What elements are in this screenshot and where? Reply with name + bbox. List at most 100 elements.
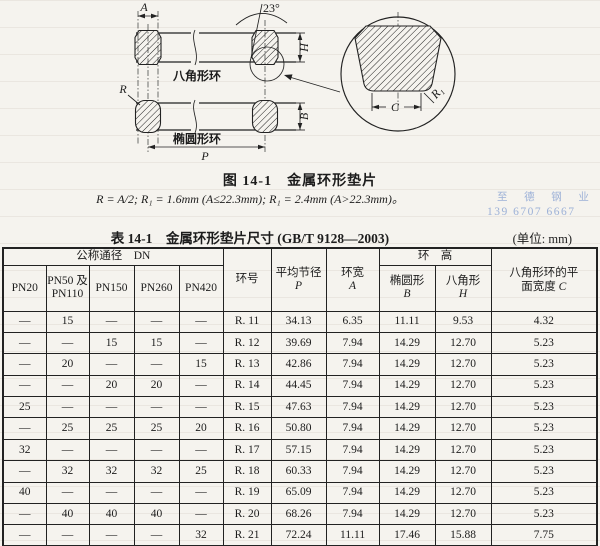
table-cell: —: [2, 524, 47, 546]
gasket-size-table: 公称通径 DN 环号 平均节径 P 环宽 A 环 高 八角形环的平面宽度 C: [2, 247, 599, 546]
table-cell: —: [88, 481, 135, 505]
table-cell: 20: [45, 353, 90, 376]
figure-formula: R = A/2; R₁ = 1.6mm (A≤22.3mm); R₁ = 2.4…: [96, 192, 404, 206]
table-cell: —: [178, 331, 224, 355]
label-octagonal-ring: 八角形环: [172, 68, 221, 83]
table-cell: 7.94: [325, 460, 380, 483]
table-cell: 5.23: [490, 331, 598, 355]
table-cell: 5.23: [490, 503, 598, 526]
table-cell: 5.23: [490, 396, 598, 419]
table-cell: —: [133, 396, 180, 419]
table-cell: R. 20: [222, 503, 272, 526]
table-cell: 7.94: [325, 503, 380, 526]
col-header-ring-no: 环号: [222, 247, 272, 312]
table-cell: 39.69: [270, 331, 327, 355]
table-cell: —: [88, 438, 135, 462]
table-cell: —: [133, 310, 180, 333]
table-row: — — — —32 R. 21 72.24 11.11 17.46 15.88 7.75: [2, 524, 598, 546]
table-cell: 7.94: [325, 374, 380, 398]
table-cell: 12.70: [434, 481, 492, 505]
table-cell: —: [2, 503, 47, 526]
dim-label-C: C: [391, 100, 400, 114]
table-cell: —: [88, 353, 135, 376]
table-cell: 7.75: [490, 524, 598, 546]
table-cell: 15: [133, 331, 180, 355]
table-cell: 7.94: [325, 438, 380, 462]
table-cell: 15.88: [434, 524, 492, 546]
col-header-pn420: PN420: [178, 264, 224, 312]
table-row: 32— — — — R. 17 57.15 7.94 14.29 12.70 5.23: [2, 438, 598, 462]
table-cell: —: [178, 481, 224, 505]
table-title: 表 14-1 金属环形垫片尺寸 (GB/T 9128—2003): [110, 231, 390, 246]
table-body: —15— — — R. 11 34.13 6.35 11.11 9.53 4.32— —15 15—…: [2, 310, 598, 546]
table-cell: 12.70: [434, 503, 492, 526]
table-cell: —: [178, 438, 224, 462]
table-cell: 11.11: [378, 310, 436, 333]
table-cell: 5.23: [490, 417, 598, 440]
table-cell: R. 17: [222, 438, 272, 462]
table-cell: 25: [133, 417, 180, 440]
dimension-P: P: [148, 144, 265, 163]
table-cell: 7.94: [325, 331, 380, 355]
col-group-ring-height: 环 高: [378, 247, 492, 266]
table-cell: 40: [88, 503, 135, 526]
col-header-pn260: PN260: [133, 264, 180, 312]
table-cell: —: [2, 353, 47, 376]
table-cell: 12.70: [434, 460, 492, 483]
table-cell: —: [133, 481, 180, 505]
table-cell: 17.46: [378, 524, 436, 546]
col-header-width: 环宽 A: [325, 247, 380, 312]
table-unit-note: (单位: mm): [512, 232, 572, 246]
table-cell: 14.29: [378, 503, 436, 526]
detail-callout: [249, 46, 341, 93]
dim-label-P: P: [200, 149, 209, 163]
table-cell: —: [88, 524, 135, 546]
table-cell: 25: [88, 417, 135, 440]
table-cell: R. 15: [222, 396, 272, 419]
table-cell: 25: [2, 396, 47, 419]
table-cell: —: [2, 374, 47, 398]
col-header-pn50-110: PN50 及 PN110: [45, 264, 90, 312]
col-header-octagonal: 八角形 H: [434, 264, 492, 312]
table-row: 25— — — — R. 15 47.63 7.94 14.29 12.70 5.23: [2, 396, 598, 419]
table-cell: R. 21: [222, 524, 272, 546]
table-cell: 72.24: [270, 524, 327, 546]
table-cell: —: [133, 353, 180, 376]
table-cell: 7.94: [325, 417, 380, 440]
col-header-oval: 椭圆形 B: [378, 264, 436, 312]
table-cell: 65.09: [270, 481, 327, 505]
table-cell: 15: [45, 310, 90, 333]
table-cell: 7.94: [325, 396, 380, 419]
table-cell: —: [2, 310, 47, 333]
table-row: —40 40 40— R. 20 68.26 7.94 14.29 12.70 5.23: [2, 503, 598, 526]
table-cell: 12.70: [434, 374, 492, 398]
table-row: —15— — — R. 11 34.13 6.35 11.11 9.53 4.32: [2, 310, 598, 333]
table-cell: 12.70: [434, 438, 492, 462]
dimension-H: H: [296, 32, 311, 63]
table-cell: —: [178, 374, 224, 398]
table-cell: 5.23: [490, 374, 598, 398]
table-cell: R. 12: [222, 331, 272, 355]
table-cell: —: [178, 503, 224, 526]
table-cell: —: [45, 481, 90, 505]
watermark-stamp: 至 德 钢 业 139 6707 6667: [487, 191, 596, 219]
table-cell: 14.29: [378, 460, 436, 483]
col-header-pn150: PN150: [88, 264, 135, 312]
col-header-pn20: PN20: [2, 264, 47, 312]
table-cell: 42.86: [270, 353, 327, 376]
table-cell: 5.23: [490, 438, 598, 462]
table-cell: —: [45, 396, 90, 419]
dim-label-A: A: [139, 0, 148, 14]
table-cell: 5.23: [490, 481, 598, 505]
table-cell: 20: [88, 374, 135, 398]
table-cell: 12.70: [434, 396, 492, 419]
table-cell: 57.15: [270, 438, 327, 462]
table-cell: —: [178, 396, 224, 419]
table-cell: 32: [178, 524, 224, 546]
table-cell: 40: [133, 503, 180, 526]
dimension-R: R: [118, 82, 141, 106]
table-cell: 15: [88, 331, 135, 355]
table-cell: 68.26: [270, 503, 327, 526]
table-cell: 32: [45, 460, 90, 483]
table-cell: 14.29: [378, 481, 436, 505]
